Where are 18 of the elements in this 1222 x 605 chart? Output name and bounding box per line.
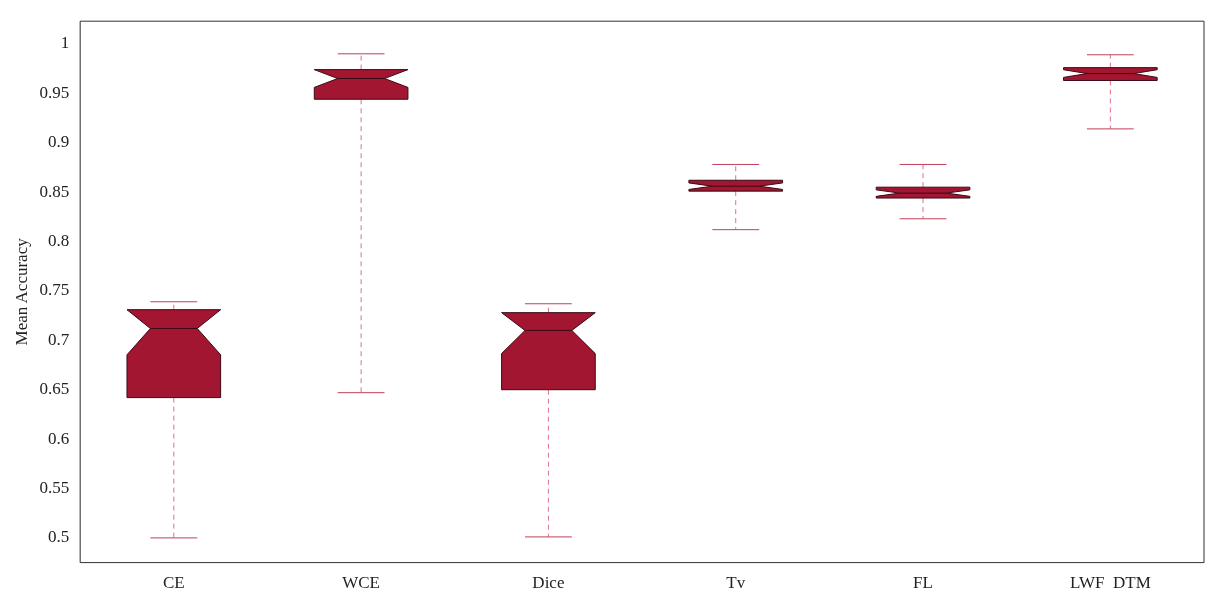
x-tick-label: CE bbox=[162, 573, 185, 593]
y-tick-label: 0.6 bbox=[47, 428, 70, 448]
x-tick-label: Dice bbox=[532, 573, 565, 593]
y-tick-label: 0.75 bbox=[39, 280, 70, 300]
x-tick-label: LWF DTM bbox=[1069, 573, 1151, 593]
x-tick-label: FL bbox=[913, 573, 933, 593]
y-tick-label: 0.65 bbox=[39, 379, 70, 399]
x-tick-label: WCE bbox=[342, 573, 380, 593]
y-tick-label: 0.7 bbox=[47, 329, 70, 349]
y-tick-label: 0.9 bbox=[47, 132, 70, 152]
y-tick-label: 1 bbox=[60, 33, 70, 53]
y-axis-title: Mean Accuracy bbox=[11, 237, 31, 346]
y-tick-label: 0.55 bbox=[39, 477, 70, 497]
y-tick-label: 0.8 bbox=[47, 230, 70, 250]
y-tick-label: 0.5 bbox=[47, 527, 70, 547]
y-tick-label: 0.85 bbox=[39, 181, 70, 201]
x-tick-label: Tv bbox=[726, 573, 746, 593]
y-tick-label: 0.95 bbox=[39, 82, 70, 102]
